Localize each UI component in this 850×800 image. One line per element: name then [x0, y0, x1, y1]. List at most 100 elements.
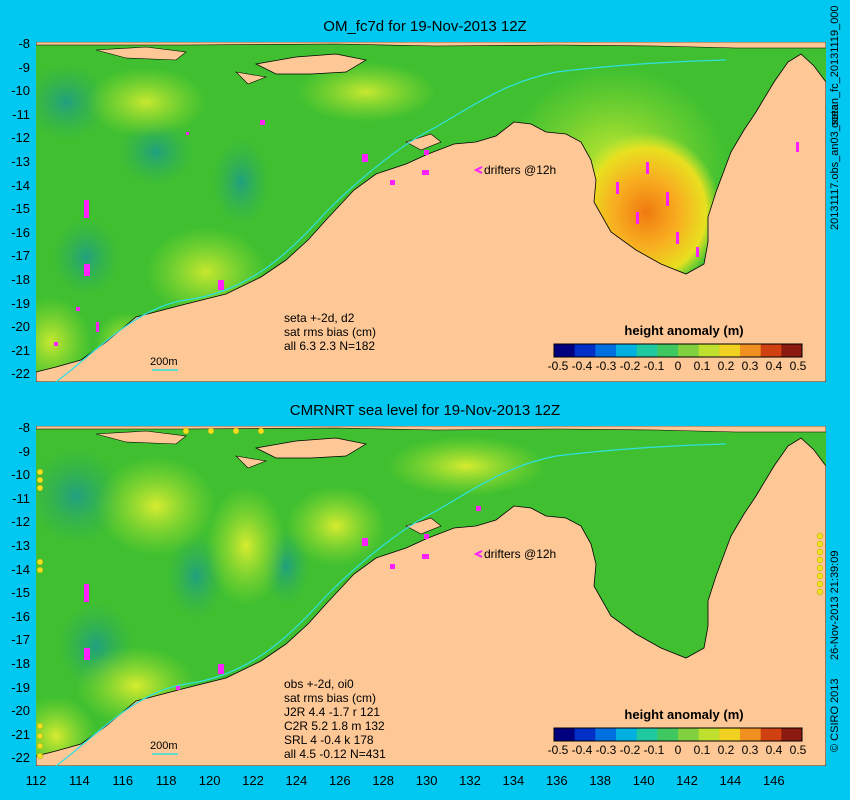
colorbar-swatch [574, 344, 596, 357]
colorbar-swatch [678, 344, 700, 357]
panel1-island-timor [254, 53, 367, 75]
panel2-drifters [84, 506, 481, 690]
colorbar-swatch [595, 344, 617, 357]
colorbar-tick-label: -0.4 [572, 743, 593, 757]
panel2-stats-line: C2R 5.2 1.8 m 132 [284, 719, 385, 733]
x-tick-label: 134 [502, 773, 525, 788]
panel2-stats-line: J2R 4.4 -1.7 r 121 [284, 705, 380, 719]
colorbar-border [553, 343, 803, 358]
panel1-drifters [54, 120, 799, 346]
y-tick-label: -10 [11, 83, 30, 99]
y-tick-label: -8 [18, 36, 30, 51]
y-tick-label: -17 [11, 248, 30, 264]
panel2-map: 200m drifters @12h obs +-2d, oi0 sat rms… [36, 426, 826, 766]
y-tick-label: -21 [11, 342, 30, 358]
colorbar-swatch [698, 728, 720, 741]
colorbar-swatch [760, 344, 782, 357]
colorbar-tick-label: -0.3 [596, 359, 617, 373]
colorbar-swatch [595, 728, 617, 741]
y-tick-label: -14 [11, 177, 30, 193]
panel2-stats-line: SRL 4 -0.4 k 178 [284, 733, 374, 747]
x-tick-label: 126 [328, 773, 351, 788]
panel1-contour-legend-label: 200m [150, 356, 178, 368]
y-tick-label: -18 [11, 272, 30, 287]
y-tick-label: -15 [11, 585, 30, 601]
panel1-stats-line: seta +-2d, d2 [284, 311, 355, 325]
y-tick-label: -21 [11, 726, 30, 742]
y-tick-label: -8 [18, 420, 30, 435]
colorbar-tick-label: -0.1 [644, 743, 665, 757]
y-tick-label: -19 [11, 295, 30, 311]
panel1-colorbar-title: height anomaly (m) [624, 323, 743, 338]
y-tick-label: -20 [11, 703, 30, 719]
panel1-title: OM_fc7d for 19-Nov-2013 12Z [323, 18, 527, 35]
y-tick-label: -16 [11, 224, 30, 240]
panel1-island-sumba [95, 46, 187, 61]
panel1-stats-line: sat rms bias (cm) [284, 325, 376, 339]
colorbar-swatch [636, 344, 658, 357]
colorbar-tick-label: 0.4 [766, 359, 783, 373]
y-tick-label: -11 [12, 106, 30, 122]
panel2-right-label-2: © CSIRO 2013 [829, 678, 841, 752]
colorbar-swatch [678, 728, 700, 741]
panel2-anomaly-high [206, 486, 286, 606]
panel1-anomaly-high [86, 67, 206, 137]
colorbar-tick-label: 0.2 [718, 743, 735, 757]
panel1-anomaly-low [51, 217, 121, 297]
panel1-australia-land [36, 53, 826, 382]
panel2-stats-line: all 4.5 -0.12 N=431 [284, 747, 386, 761]
panel1-drifters-label: drifters @12h [484, 163, 556, 177]
y-tick-label: -16 [11, 608, 30, 624]
panel1-island [235, 71, 268, 85]
colorbar-tick-label: 0 [675, 743, 682, 757]
colorbar-tick-label: -0.1 [644, 359, 665, 373]
colorbar-swatch [657, 728, 679, 741]
panel1-island-melville [405, 133, 442, 151]
y-tick-label: -15 [11, 201, 30, 217]
colorbar-swatch [554, 344, 576, 357]
y-tick-label: -19 [11, 679, 30, 695]
x-tick-label: 120 [198, 773, 221, 788]
y-tick-label: -13 [11, 154, 30, 169]
panel2-anomaly-high [286, 486, 386, 566]
colorbar-tick-label: 0.1 [694, 359, 711, 373]
y-tick-label: -12 [11, 130, 30, 146]
colorbar-tick-label: -0.4 [572, 359, 593, 373]
colorbar-tick-label: 0.2 [718, 359, 735, 373]
panel1-drifters-legend-icon [473, 166, 483, 174]
panel2-altimeter-tracks [36, 427, 824, 760]
panel2-drifters-legend-icon [473, 550, 483, 558]
x-tick-label: 130 [415, 773, 438, 788]
x-tick-label: 138 [589, 773, 612, 788]
y-tick-label: -20 [11, 319, 30, 335]
colorbar-swatch [781, 344, 803, 357]
panel1-contour-200m [55, 59, 727, 382]
colorbar-swatch [719, 728, 741, 741]
panel2-stats-line: sat rms bias (cm) [284, 691, 376, 705]
colorbar-swatch [574, 728, 596, 741]
x-tick-label: 116 [112, 773, 134, 788]
panel1-anomaly-low [211, 137, 271, 227]
colorbar-swatch [719, 344, 741, 357]
x-tick-label: 136 [545, 773, 568, 788]
y-tick-label: -11 [12, 490, 30, 506]
colorbar-tick-label: 0.3 [742, 359, 759, 373]
x-tick-label: 140 [632, 773, 655, 788]
y-tick-label: -14 [11, 561, 30, 577]
colorbar-tick-label: 0.5 [790, 359, 807, 373]
panel2-stats-line: obs +-2d, oi0 [284, 677, 354, 691]
x-tick-label: 118 [155, 773, 177, 788]
panel2-contour-200m [55, 443, 727, 766]
x-tick-label: 112 [25, 773, 47, 788]
colorbar-swatch [554, 728, 576, 741]
x-tick-label: 144 [719, 773, 742, 788]
colorbar-tick-label: 0.5 [790, 743, 807, 757]
colorbar-tick-label: -0.2 [620, 743, 641, 757]
panel2-island-melville [405, 517, 442, 535]
y-tick-label: -10 [11, 467, 30, 483]
panel2-title: CMRNRT sea level for 19-Nov-2013 12Z [289, 402, 561, 419]
colorbar-border [553, 727, 803, 742]
y-tick-label: -13 [11, 538, 30, 553]
panel1-anomaly-high [296, 62, 436, 122]
x-tick-label: 132 [459, 773, 481, 788]
